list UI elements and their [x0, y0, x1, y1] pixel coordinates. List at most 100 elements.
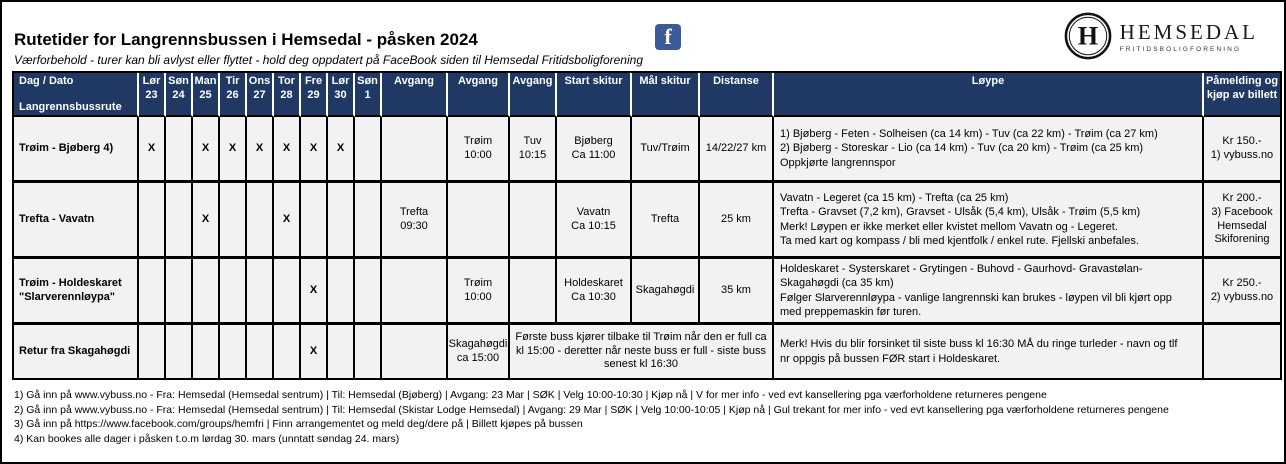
distanse: 25 km	[700, 183, 774, 259]
header-day-dato: Dag / Dato Langrennsbussrute	[14, 73, 139, 117]
distanse: 14/22/27 km	[700, 117, 774, 183]
start-skitur: Vavatn Ca 10:15	[557, 183, 632, 259]
day-mark: X	[193, 117, 220, 183]
loype-description: 1) Bjøberg - Feten - Solheisen (ca 14 km…	[774, 117, 1204, 183]
header-billett: Påmelding og kjøp av billett	[1204, 73, 1280, 117]
header-maal-skitur: Mål skitur	[632, 73, 700, 117]
avgang-2: Trøim 10:00	[448, 259, 510, 325]
day-mark	[355, 325, 382, 378]
billett-info	[1204, 325, 1280, 378]
header-day: Fre 29	[301, 73, 328, 117]
day-mark	[139, 183, 166, 259]
day-mark: X	[301, 259, 328, 325]
route-name: Trøim - Holdeskaret "Slarverennløypa"	[14, 259, 139, 325]
maal-skitur: Tuv/Trøim	[632, 117, 700, 183]
maal-skitur: Skagahøgdi	[632, 259, 700, 325]
billett-info: Kr 200.- 3) Facebook Hemsedal Skiforenin…	[1204, 183, 1280, 259]
day-mark: X	[274, 183, 301, 259]
logo-monogram-icon: H	[1064, 12, 1111, 60]
avgang-3	[510, 259, 557, 325]
footnote-1: 1) Gå inn på www.vybuss.no - Fra: Hemsed…	[14, 389, 1047, 401]
hemsedal-logo: H HEMSEDAL FRITIDSBOLIGFORENING	[1064, 12, 1258, 60]
day-mark	[166, 325, 193, 378]
route-name: Retur fra Skagahøgdi	[14, 325, 139, 378]
header-day: Tor 28	[274, 73, 301, 117]
day-mark: X	[301, 325, 328, 378]
header-distanse: Distanse	[700, 73, 774, 117]
day-mark	[247, 183, 274, 259]
logo-text: HEMSEDAL FRITIDSBOLIGFORENING	[1120, 20, 1258, 53]
avgang-2: Trøim 10:00	[448, 117, 510, 183]
day-mark: X	[301, 117, 328, 183]
day-mark: X	[220, 117, 247, 183]
logo-name: HEMSEDAL	[1119, 19, 1258, 44]
avgang-3: Tuv 10:15	[510, 117, 557, 183]
day-mark	[193, 325, 220, 378]
table-row: Retur fra Skagahøgdi X Skagahøgdi ca 15:…	[14, 325, 1280, 378]
header-route-label: Langrennsbussrute	[19, 101, 122, 114]
header-day: Lør 23	[139, 73, 166, 117]
day-mark	[355, 259, 382, 325]
timetable: Dag / Dato Langrennsbussrute Lør 23 Søn 24…	[12, 71, 1282, 380]
day-mark	[274, 259, 301, 325]
avgang-1	[382, 325, 448, 378]
day-mark	[274, 325, 301, 378]
route-name: Trefta - Vavatn	[14, 183, 139, 259]
table-header-row: Dag / Dato Langrennsbussrute Lør 23 Søn 24…	[14, 73, 1280, 117]
footnotes: 1) Gå inn på www.vybuss.no - Fra: Hemsed…	[14, 388, 1284, 447]
day-mark	[220, 259, 247, 325]
day-mark	[166, 259, 193, 325]
start-skitur: Holdeskaret Ca 10:30	[557, 259, 632, 325]
day-mark: X	[328, 117, 355, 183]
day-mark	[355, 183, 382, 259]
loype-description: Merk! Hvis du blir forsinket til siste b…	[774, 325, 1204, 378]
avgang-2	[448, 183, 510, 259]
route-name: Trøim - Bjøberg 4)	[14, 117, 139, 183]
header-day: Søn 1	[355, 73, 382, 117]
start-skitur: Bjøberg Ca 11:00	[557, 117, 632, 183]
avgang-2: Skagahøgdi ca 15:00	[448, 325, 510, 378]
footnote-3: 3) Gå inn på https://www.facebook.com/gr…	[14, 418, 583, 431]
table-row: Trefta - Vavatn X X Trefta 09:30 Vavatn …	[14, 183, 1280, 259]
maal-skitur: Trefta	[632, 183, 700, 259]
table-row: Trøim - Holdeskaret "Slarverennløypa" X …	[14, 259, 1280, 325]
day-mark	[247, 325, 274, 378]
day-mark	[247, 259, 274, 325]
logo-subtext: FRITIDSBOLIGFORENING	[1119, 45, 1242, 53]
return-bus-note: Første buss kjører tilbake til Trøim når…	[510, 325, 774, 378]
billett-info: Kr 150.- 1) vybuss.no	[1204, 117, 1280, 183]
avgang-1	[382, 259, 448, 325]
day-mark	[166, 117, 193, 183]
day-mark	[301, 183, 328, 259]
day-mark: X	[274, 117, 301, 183]
header-loype: Løype	[774, 73, 1204, 117]
table-row: Trøim - Bjøberg 4) X X X X X X X Trøim 1…	[14, 117, 1280, 183]
day-mark	[166, 183, 193, 259]
day-mark	[139, 325, 166, 378]
header-day: Man 25	[193, 73, 220, 117]
day-mark	[139, 259, 166, 325]
day-mark: X	[139, 117, 166, 183]
avgang-3	[510, 183, 557, 259]
header-day: Ons 27	[247, 73, 274, 117]
day-mark	[193, 259, 220, 325]
day-mark	[220, 183, 247, 259]
distanse: 35 km	[700, 259, 774, 325]
svg-text:H: H	[1078, 22, 1098, 51]
header-day: Søn 24	[166, 73, 193, 117]
day-mark	[328, 325, 355, 378]
day-mark	[328, 183, 355, 259]
footnote-4: 4) Kan bookes alle dager i påsken t.o.m …	[14, 433, 400, 446]
day-mark	[220, 325, 247, 378]
header-day: Lør 30	[328, 73, 355, 117]
facebook-icon: f	[655, 24, 681, 50]
header-avgang-1: Avgang	[382, 73, 448, 117]
loype-description: Vavatn - Legeret (ca 15 km) - Trefta (ca…	[774, 183, 1204, 259]
day-mark: X	[193, 183, 220, 259]
header-day: Tir 26	[220, 73, 247, 117]
header-day-dato-label: Dag / Dato	[19, 75, 74, 87]
loype-description: Holdeskaret - Systerskaret - Grytingen -…	[774, 259, 1204, 325]
footnote-2: 2) Gå inn på www.vybuss.no - Fra: Hemsed…	[14, 403, 1169, 416]
header-avgang-2: Avgang	[448, 73, 510, 117]
